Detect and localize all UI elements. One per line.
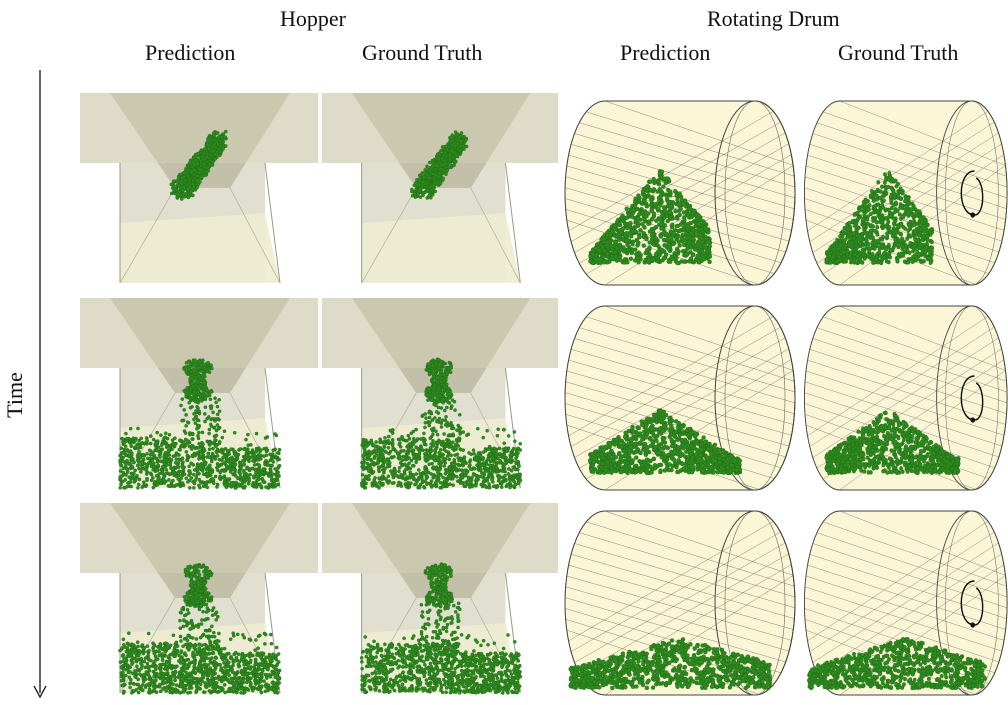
column-title-hopper-ground-truth: Ground Truth xyxy=(362,40,483,65)
panel-drum-prediction-row-1 xyxy=(560,93,796,289)
time-axis-arrowhead xyxy=(33,685,47,699)
drum-render xyxy=(803,305,1008,491)
hopper-render xyxy=(322,503,558,695)
drum-body xyxy=(803,510,1008,696)
group-title-rotating-drum: Rotating Drum xyxy=(707,6,840,31)
panel-hopper-ground-truth-row-3 xyxy=(322,503,558,699)
time-axis xyxy=(33,70,47,699)
drum-render xyxy=(803,510,1008,696)
drum-particles xyxy=(824,170,935,266)
panel-hopper-prediction-row-3 xyxy=(80,503,318,699)
hopper-particles xyxy=(410,130,469,200)
drum-render xyxy=(803,100,1008,286)
group-title-hopper: Hopper xyxy=(280,6,346,31)
hopper-particles xyxy=(359,357,523,490)
panel-hopper-prediction-row-2 xyxy=(80,298,318,494)
hopper-funnel xyxy=(351,93,531,188)
hopper-render xyxy=(80,298,318,490)
rotation-arrow-icon xyxy=(960,375,984,423)
drum-particles xyxy=(587,408,743,476)
panel-drum-prediction-row-3 xyxy=(560,503,796,699)
drum-particles xyxy=(807,636,987,691)
drum-particles xyxy=(588,169,713,266)
hopper-funnel xyxy=(110,503,290,598)
drum-particles xyxy=(824,410,961,476)
hopper-render xyxy=(80,93,318,284)
hopper-funnel xyxy=(351,298,531,393)
drum-particles xyxy=(568,637,773,691)
hopper-render xyxy=(80,503,318,695)
hopper-funnel xyxy=(351,503,531,598)
panel-drum-prediction-row-2 xyxy=(560,298,796,494)
rotation-arrow-icon xyxy=(960,580,984,628)
hopper-render xyxy=(322,93,558,284)
drum-body xyxy=(564,510,796,696)
column-title-drum-ground-truth: Ground Truth xyxy=(838,40,959,65)
panel-hopper-ground-truth-row-1 xyxy=(322,93,558,289)
hopper-render xyxy=(322,298,558,490)
drum-render xyxy=(564,510,796,696)
hopper-particles xyxy=(118,563,282,695)
hopper-floor xyxy=(361,213,521,283)
time-axis-label: Time xyxy=(1,372,27,418)
column-title-hopper-prediction: Prediction xyxy=(145,40,236,65)
rotation-arrow-icon xyxy=(960,170,984,218)
drum-render xyxy=(564,100,796,286)
panel-hopper-ground-truth-row-2 xyxy=(322,298,558,494)
hopper-particles xyxy=(169,129,228,201)
hopper-funnel xyxy=(110,93,290,188)
panel-drum-ground-truth-row-2 xyxy=(800,298,1008,494)
drum-render xyxy=(564,305,796,491)
panel-drum-ground-truth-row-3 xyxy=(800,503,1008,699)
panel-drum-ground-truth-row-1 xyxy=(800,93,1008,289)
hopper-particles xyxy=(359,562,523,695)
hopper-particles xyxy=(118,358,282,490)
panel-hopper-prediction-row-1 xyxy=(80,93,318,289)
hopper-floor xyxy=(120,213,280,283)
hopper-funnel xyxy=(110,298,290,393)
column-title-drum-prediction: Prediction xyxy=(620,40,711,65)
